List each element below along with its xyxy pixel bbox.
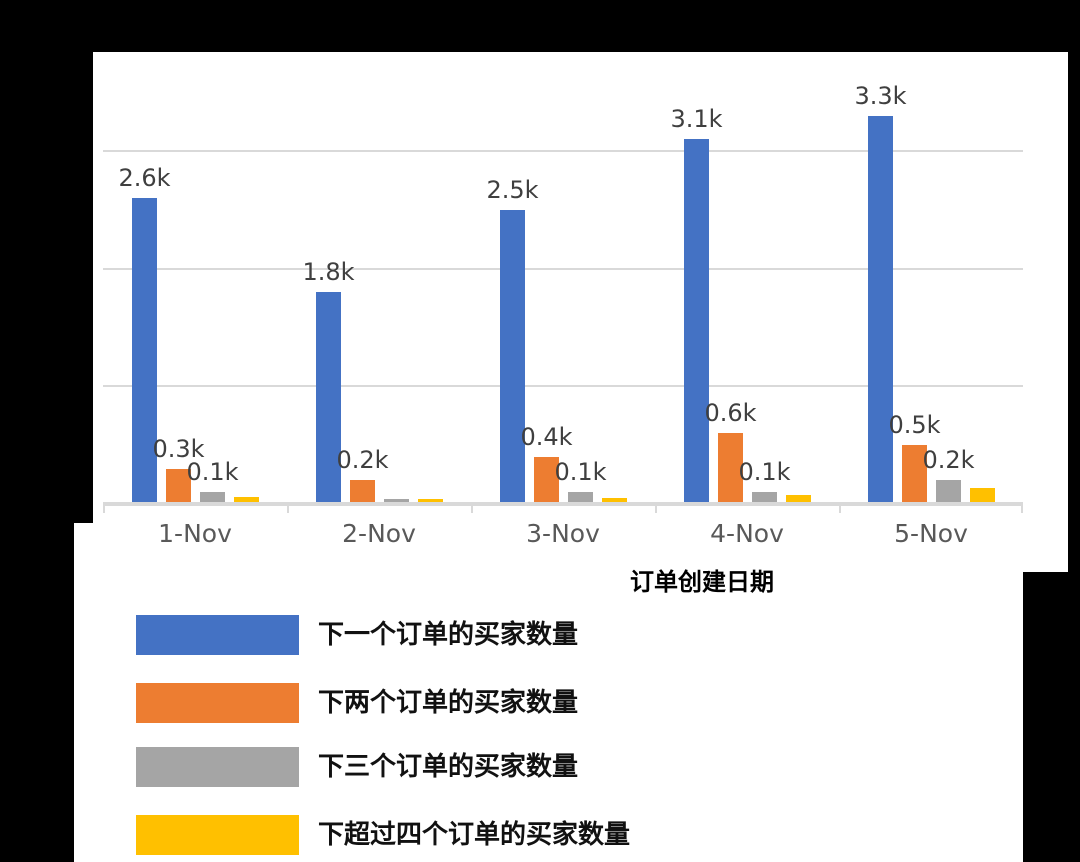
bar [350,480,375,504]
bar [500,210,525,504]
x-axis-tick [103,502,105,513]
bar [132,198,157,504]
legend-label: 下两个订单的买家数量 [318,688,579,718]
legend-swatch [136,615,299,655]
bar-value-label: 0.3k [152,435,205,463]
x-axis-tick [1021,502,1023,513]
bar-value-label: 2.6k [118,164,171,192]
bar-value-label: 1.8k [302,258,355,286]
bar [316,292,341,504]
bar-value-label: 2.5k [486,176,539,204]
gridline [103,150,1023,152]
x-axis-tick-label: 4-Nov [710,519,784,548]
gridline [103,385,1023,387]
x-axis-title: 订单创建日期 [630,568,774,596]
legend-label: 下三个订单的买家数量 [318,752,579,782]
bar-value-label: 0.4k [520,423,573,451]
x-axis-tick-label: 5-Nov [894,519,968,548]
bar-value-label: 0.2k [922,446,975,474]
bar [568,492,593,504]
legend-item: 下两个订单的买家数量 [0,683,1080,723]
legend-item: 下三个订单的买家数量 [0,747,1080,787]
x-axis-tick-label: 3-Nov [526,519,600,548]
legend-item: 下超过四个订单的买家数量 [0,815,1080,855]
bar-value-label: 3.1k [670,105,723,133]
x-axis-tick [655,502,657,513]
bar-value-label: 0.6k [704,399,757,427]
legend-swatch [136,683,299,723]
x-axis-tick [471,502,473,513]
x-axis-tick [287,502,289,513]
bar-value-label: 3.3k [854,82,907,110]
bar [602,498,627,504]
legend-swatch [136,747,299,787]
legend-item: 下一个订单的买家数量 [0,615,1080,655]
bar-value-label: 0.2k [336,446,389,474]
bar [166,469,191,504]
legend-label: 下一个订单的买家数量 [318,620,579,650]
legend-label: 下超过四个订单的买家数量 [318,820,631,850]
bar-value-label: 0.1k [554,458,607,486]
x-axis-tick [839,502,841,513]
bar [868,116,893,504]
x-axis-tick-label: 1-Nov [158,519,232,548]
bar [970,488,995,504]
legend-swatch [136,815,299,855]
bar [718,433,743,504]
bar-value-label: 0.5k [888,411,941,439]
bar [200,492,225,504]
x-axis-line [103,502,1023,506]
bar [534,457,559,504]
bar [418,499,443,504]
bar [936,480,961,504]
bar [786,495,811,504]
bar [752,492,777,504]
bar [684,139,709,504]
bar [234,497,259,504]
bar [384,499,409,504]
bar-value-label: 0.1k [186,458,239,486]
x-axis-tick-label: 2-Nov [342,519,416,548]
gridline [103,268,1023,270]
bar [902,445,927,504]
bar-value-label: 0.1k [738,458,791,486]
